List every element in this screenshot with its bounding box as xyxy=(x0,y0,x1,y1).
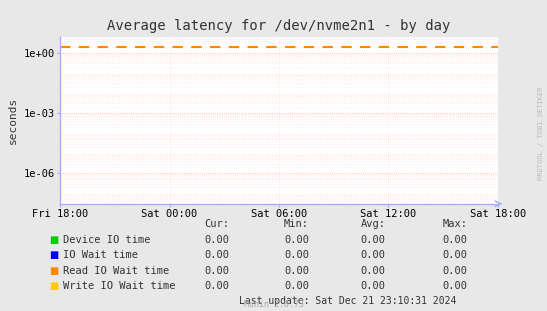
Text: Last update: Sat Dec 21 23:10:31 2024: Last update: Sat Dec 21 23:10:31 2024 xyxy=(238,296,456,306)
Y-axis label: seconds: seconds xyxy=(8,97,18,144)
Text: 0.00: 0.00 xyxy=(205,250,230,260)
Text: 0.00: 0.00 xyxy=(360,235,386,245)
Text: ■: ■ xyxy=(49,266,59,276)
Text: 0.00: 0.00 xyxy=(443,266,468,276)
Text: Write IO Wait time: Write IO Wait time xyxy=(63,281,176,291)
Text: 0.00: 0.00 xyxy=(284,266,309,276)
Text: ■: ■ xyxy=(49,281,59,291)
Text: ■: ■ xyxy=(49,235,59,245)
Text: 0.00: 0.00 xyxy=(284,281,309,291)
Text: 0.00: 0.00 xyxy=(284,235,309,245)
Text: Device IO time: Device IO time xyxy=(63,235,150,245)
Text: 0.00: 0.00 xyxy=(360,281,386,291)
Text: 0.00: 0.00 xyxy=(360,250,386,260)
Text: 0.00: 0.00 xyxy=(284,250,309,260)
Text: Max:: Max: xyxy=(443,219,468,229)
Text: 0.00: 0.00 xyxy=(205,266,230,276)
Text: IO Wait time: IO Wait time xyxy=(63,250,138,260)
Text: 0.00: 0.00 xyxy=(443,235,468,245)
Text: 0.00: 0.00 xyxy=(205,235,230,245)
Text: Cur:: Cur: xyxy=(205,219,230,229)
Text: RRDTOOL / TOBI OETIKER: RRDTOOL / TOBI OETIKER xyxy=(538,87,544,180)
Text: 0.00: 0.00 xyxy=(443,281,468,291)
Text: 0.00: 0.00 xyxy=(443,250,468,260)
Text: Avg:: Avg: xyxy=(360,219,386,229)
Text: Min:: Min: xyxy=(284,219,309,229)
Text: 0.00: 0.00 xyxy=(205,281,230,291)
Title: Average latency for /dev/nvme2n1 - by day: Average latency for /dev/nvme2n1 - by da… xyxy=(107,19,451,33)
Text: Read IO Wait time: Read IO Wait time xyxy=(63,266,169,276)
Text: Munin 2.0.73: Munin 2.0.73 xyxy=(243,300,304,309)
Text: 0.00: 0.00 xyxy=(360,266,386,276)
Text: ■: ■ xyxy=(49,250,59,260)
